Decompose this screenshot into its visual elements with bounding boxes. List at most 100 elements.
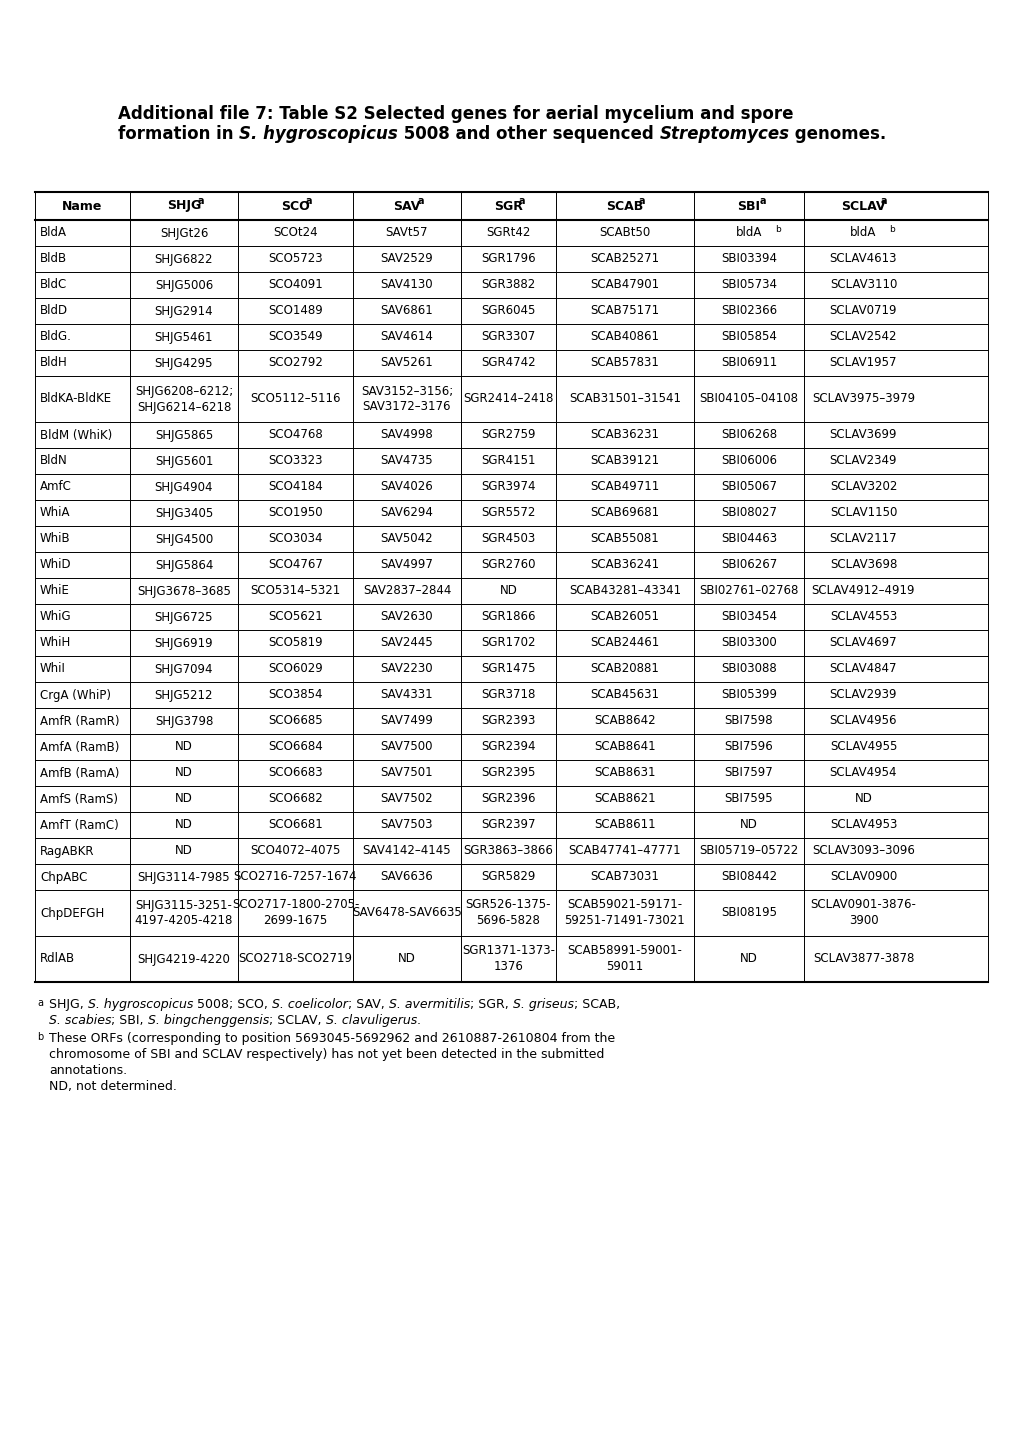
Text: a: a: [417, 196, 424, 206]
Text: SCAB8611: SCAB8611: [594, 818, 655, 831]
Text: SCLAV4847: SCLAV4847: [828, 662, 897, 675]
Text: SGR1866: SGR1866: [481, 610, 535, 623]
Text: SBI06267: SBI06267: [720, 558, 776, 571]
Text: SAV4735: SAV4735: [380, 455, 433, 468]
Text: SCAB8641: SCAB8641: [594, 740, 655, 753]
Text: SAV3152–3156;
SAV3172–3176: SAV3152–3156; SAV3172–3176: [361, 384, 452, 414]
Text: SAV6861: SAV6861: [380, 304, 433, 317]
Text: BldC: BldC: [40, 278, 67, 291]
Text: ChpABC: ChpABC: [40, 870, 88, 883]
Text: b: b: [889, 225, 895, 234]
Text: SHJG5601: SHJG5601: [155, 455, 213, 468]
Text: S. hygroscopicus: S. hygroscopicus: [88, 999, 193, 1012]
Text: SGR4742: SGR4742: [481, 356, 535, 369]
Text: SCAB8621: SCAB8621: [594, 792, 655, 805]
Text: SCAB25271: SCAB25271: [590, 253, 659, 266]
Text: ND: ND: [175, 766, 193, 779]
Text: SCO5723: SCO5723: [268, 253, 322, 266]
Text: SBI08442: SBI08442: [720, 870, 776, 883]
Text: SCAB73031: SCAB73031: [590, 870, 659, 883]
Text: SCABt50: SCABt50: [599, 227, 650, 240]
Text: SGR2414–2418: SGR2414–2418: [463, 392, 553, 405]
Text: SAV7503: SAV7503: [380, 818, 433, 831]
Text: SCAB43281–43341: SCAB43281–43341: [569, 584, 681, 597]
Text: SCAB57831: SCAB57831: [590, 356, 659, 369]
Text: SCAB26051: SCAB26051: [590, 610, 659, 623]
Text: SHJG5864: SHJG5864: [155, 558, 213, 571]
Text: SCAB58991-59001-
59011: SCAB58991-59001- 59011: [567, 945, 682, 974]
Text: SGR1702: SGR1702: [481, 636, 535, 649]
Text: SHJG6725: SHJG6725: [155, 610, 213, 623]
Text: S. hygroscopicus: S. hygroscopicus: [239, 126, 397, 143]
Text: SCAB55081: SCAB55081: [590, 532, 658, 545]
Text: SBI7597: SBI7597: [723, 766, 772, 779]
Text: WhiD: WhiD: [40, 558, 71, 571]
Text: BldH: BldH: [40, 356, 67, 369]
Text: SCAB69681: SCAB69681: [590, 506, 659, 519]
Text: RagABKR: RagABKR: [40, 844, 95, 857]
Text: SCO1489: SCO1489: [268, 304, 323, 317]
Text: SGR2393: SGR2393: [481, 714, 535, 727]
Text: SCO3034: SCO3034: [268, 532, 322, 545]
Text: SBI03088: SBI03088: [720, 662, 776, 675]
Text: SCLAV1957: SCLAV1957: [828, 356, 897, 369]
Text: formation in: formation in: [118, 126, 239, 143]
Text: SCO: SCO: [281, 199, 310, 212]
Text: SCLAV3093–3096: SCLAV3093–3096: [811, 844, 914, 857]
Text: a: a: [759, 196, 765, 206]
Text: Name: Name: [62, 199, 103, 212]
Text: SBI: SBI: [737, 199, 760, 212]
Text: .: .: [417, 1014, 421, 1027]
Text: SGR3974: SGR3974: [481, 481, 535, 494]
Text: SHJG: SHJG: [167, 199, 201, 212]
Text: SCLAV3202: SCLAV3202: [829, 481, 897, 494]
Text: SCOt24: SCOt24: [273, 227, 318, 240]
Text: SGR2397: SGR2397: [481, 818, 535, 831]
Text: SCO1950: SCO1950: [268, 506, 322, 519]
Text: WhiI: WhiI: [40, 662, 66, 675]
Text: SGR2394: SGR2394: [481, 740, 535, 753]
Text: SHJG2914: SHJG2914: [155, 304, 213, 317]
Text: SCLAV2349: SCLAV2349: [828, 455, 897, 468]
Text: SCLAV4553: SCLAV4553: [829, 610, 897, 623]
Text: SCLAV2117: SCLAV2117: [828, 532, 897, 545]
Text: SHJG3114-7985: SHJG3114-7985: [138, 870, 230, 883]
Text: SGR3863–3866: SGR3863–3866: [463, 844, 553, 857]
Text: SCLAV4956: SCLAV4956: [828, 714, 897, 727]
Text: SCLAV3975–3979: SCLAV3975–3979: [811, 392, 914, 405]
Text: SGR3882: SGR3882: [481, 278, 535, 291]
Text: Additional file 7: Table S2 Selected genes for aerial mycelium and spore: Additional file 7: Table S2 Selected gen…: [118, 105, 793, 123]
Text: SGR2396: SGR2396: [481, 792, 535, 805]
Text: SGR5572: SGR5572: [481, 506, 535, 519]
Text: SHJG6822: SHJG6822: [155, 253, 213, 266]
Text: SCO5112–5116: SCO5112–5116: [250, 392, 340, 405]
Text: a: a: [306, 196, 312, 206]
Text: SAVt57: SAVt57: [385, 227, 428, 240]
Text: SCAB8642: SCAB8642: [594, 714, 655, 727]
Text: SHJGt26: SHJGt26: [160, 227, 208, 240]
Text: SCO3549: SCO3549: [268, 330, 322, 343]
Text: SCO6029: SCO6029: [268, 662, 323, 675]
Text: SCLAV3110: SCLAV3110: [829, 278, 897, 291]
Text: SGR: SGR: [493, 199, 523, 212]
Text: BldKA-BldKE: BldKA-BldKE: [40, 392, 112, 405]
Text: BldA: BldA: [40, 227, 67, 240]
Text: AmfC: AmfC: [40, 481, 71, 494]
Text: SBI04463: SBI04463: [720, 532, 776, 545]
Text: SCO2792: SCO2792: [268, 356, 323, 369]
Text: SCLAV0901-3876-
3900: SCLAV0901-3876- 3900: [810, 899, 915, 928]
Text: SCLAV4697: SCLAV4697: [828, 636, 897, 649]
Text: ND, not determined.: ND, not determined.: [49, 1079, 176, 1092]
Text: SAV4142–4145: SAV4142–4145: [363, 844, 450, 857]
Text: SAV2837–2844: SAV2837–2844: [363, 584, 450, 597]
Text: SCO4767: SCO4767: [268, 558, 323, 571]
Text: SBI05067: SBI05067: [720, 481, 776, 494]
Text: SBI05719–05722: SBI05719–05722: [699, 844, 798, 857]
Text: SGRt42: SGRt42: [486, 227, 530, 240]
Text: SCO4768: SCO4768: [268, 429, 323, 442]
Text: These ORFs (corresponding to position 5693045-5692962 and 2610887-2610804 from t: These ORFs (corresponding to position 56…: [49, 1032, 614, 1045]
Text: SCO6682: SCO6682: [268, 792, 323, 805]
Text: ; SGR,: ; SGR,: [470, 999, 513, 1012]
Text: SGR4151: SGR4151: [481, 455, 535, 468]
Text: SBI7598: SBI7598: [723, 714, 772, 727]
